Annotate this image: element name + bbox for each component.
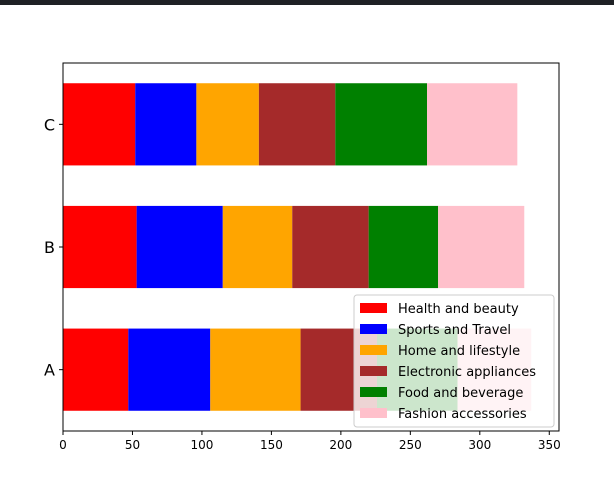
legend-swatch [360, 366, 387, 376]
bar-C-health-and-beauty [63, 83, 136, 166]
x-tick-label: 300 [468, 438, 491, 452]
x-tick-label: 150 [260, 438, 283, 452]
bar-A-home-and-lifestyle [210, 328, 301, 411]
x-axis: 0 50 100 150 200 250 300 350 [59, 431, 561, 452]
legend-entry: Home and lifestyle [398, 344, 520, 359]
legend-swatch [360, 387, 387, 397]
legend-swatch [360, 345, 387, 355]
legend-entry: Sports and Travel [398, 323, 511, 338]
bar-C-electronic-appliances [258, 83, 336, 166]
legend-box [353, 294, 555, 428]
y-tick-label-B: B [44, 238, 55, 257]
legend-swatch [360, 303, 387, 313]
legend-entry: Fashion accessories [398, 407, 527, 422]
bar-B-sports-and-travel [136, 205, 223, 289]
bar-A-sports-and-travel [128, 328, 211, 411]
bar-C-food-and-beverage [335, 83, 428, 166]
bar-A-health-and-beauty [63, 328, 129, 411]
bar-B-fashion-accessories [438, 205, 525, 289]
bar-B-food-and-beverage [368, 205, 439, 289]
bar-C-home-and-lifestyle [196, 83, 259, 166]
y-axis: A B C [44, 115, 63, 380]
x-tick-label: 50 [125, 438, 140, 452]
bar-C-fashion-accessories [427, 83, 518, 166]
legend: Health and beauty Sports and Travel Home a… [353, 294, 555, 428]
x-tick-label: 100 [190, 438, 213, 452]
bar-B-health-and-beauty [63, 205, 137, 289]
window-top-bar [0, 0, 614, 5]
legend-entry: Food and beverage [398, 386, 523, 401]
x-tick-label: 200 [329, 438, 352, 452]
x-tick-label: 0 [59, 438, 67, 452]
y-tick-label-C: C [44, 115, 55, 134]
legend-swatch [360, 324, 387, 334]
x-tick-label: 250 [399, 438, 422, 452]
bar-C-sports-and-travel [135, 83, 197, 166]
x-tick-label: 350 [538, 438, 561, 452]
legend-entry: Health and beauty [398, 302, 519, 317]
y-tick-label-A: A [44, 361, 55, 380]
legend-entry: Electronic appliances [398, 365, 536, 380]
bar-B-home-and-lifestyle [222, 205, 293, 289]
bar-B-electronic-appliances [292, 205, 369, 289]
legend-swatch [360, 408, 387, 418]
